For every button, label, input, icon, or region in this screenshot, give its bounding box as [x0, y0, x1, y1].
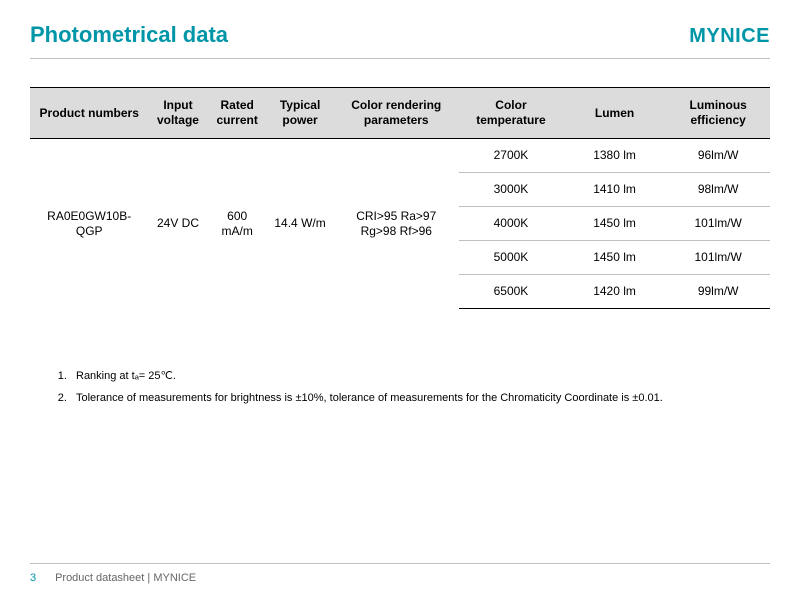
- cell-color-temp: 6500K: [459, 275, 563, 309]
- column-header: Lumen: [563, 88, 667, 139]
- column-header: Color rendering parameters: [333, 88, 459, 139]
- cell-lumen: 1450 lm: [563, 207, 667, 241]
- photometrical-table: Product numbersInput voltageRated curren…: [30, 87, 770, 309]
- cell-efficacy: 101lm/W: [666, 207, 770, 241]
- cell-color-temp: 3000K: [459, 173, 563, 207]
- cell-rated-current: 600 mA/m: [208, 139, 267, 309]
- column-header: Input voltage: [148, 88, 207, 139]
- column-header: Rated current: [208, 88, 267, 139]
- cell-input-voltage: 24V DC: [148, 139, 207, 309]
- cell-cri-params: CRI>95 Ra>97 Rg>98 Rf>96: [333, 139, 459, 309]
- table-row: RA0E0GW10B-QGP24V DC600 mA/m14.4 W/mCRI>…: [30, 139, 770, 173]
- header: Photometrical data MYNICE: [30, 22, 770, 48]
- cell-efficacy: 96lm/W: [666, 139, 770, 173]
- footer-divider: [30, 563, 770, 564]
- cell-efficacy: 98lm/W: [666, 173, 770, 207]
- title-divider: [30, 58, 770, 59]
- brand-logo: MYNICE: [689, 25, 770, 48]
- cell-color-temp: 2700K: [459, 139, 563, 173]
- cell-color-temp: 5000K: [459, 241, 563, 275]
- cell-color-temp: 4000K: [459, 207, 563, 241]
- page-footer: 3 Product datasheet | MYNICE: [0, 563, 800, 584]
- cell-product-number: RA0E0GW10B-QGP: [30, 139, 148, 309]
- table-header-row: Product numbersInput voltageRated curren…: [30, 88, 770, 139]
- column-header: Product numbers: [30, 88, 148, 139]
- cell-lumen: 1380 lm: [563, 139, 667, 173]
- cell-efficacy: 99lm/W: [666, 275, 770, 309]
- column-header: Typical power: [267, 88, 334, 139]
- footnotes: Ranking at tₐ= 25℃. Tolerance of measurem…: [30, 369, 770, 404]
- cell-typical-power: 14.4 W/m: [267, 139, 334, 309]
- cell-efficacy: 101lm/W: [666, 241, 770, 275]
- cell-lumen: 1420 lm: [563, 275, 667, 309]
- footnote-item: Tolerance of measurements for brightness…: [70, 392, 770, 404]
- column-header: Color temperature: [459, 88, 563, 139]
- page-number: 3: [30, 572, 52, 584]
- footnote-item: Ranking at tₐ= 25℃.: [70, 369, 770, 382]
- page-title: Photometrical data: [30, 22, 228, 48]
- footer-text: Product datasheet | MYNICE: [55, 572, 196, 584]
- column-header: Luminous efficiency: [666, 88, 770, 139]
- cell-lumen: 1410 lm: [563, 173, 667, 207]
- cell-lumen: 1450 lm: [563, 241, 667, 275]
